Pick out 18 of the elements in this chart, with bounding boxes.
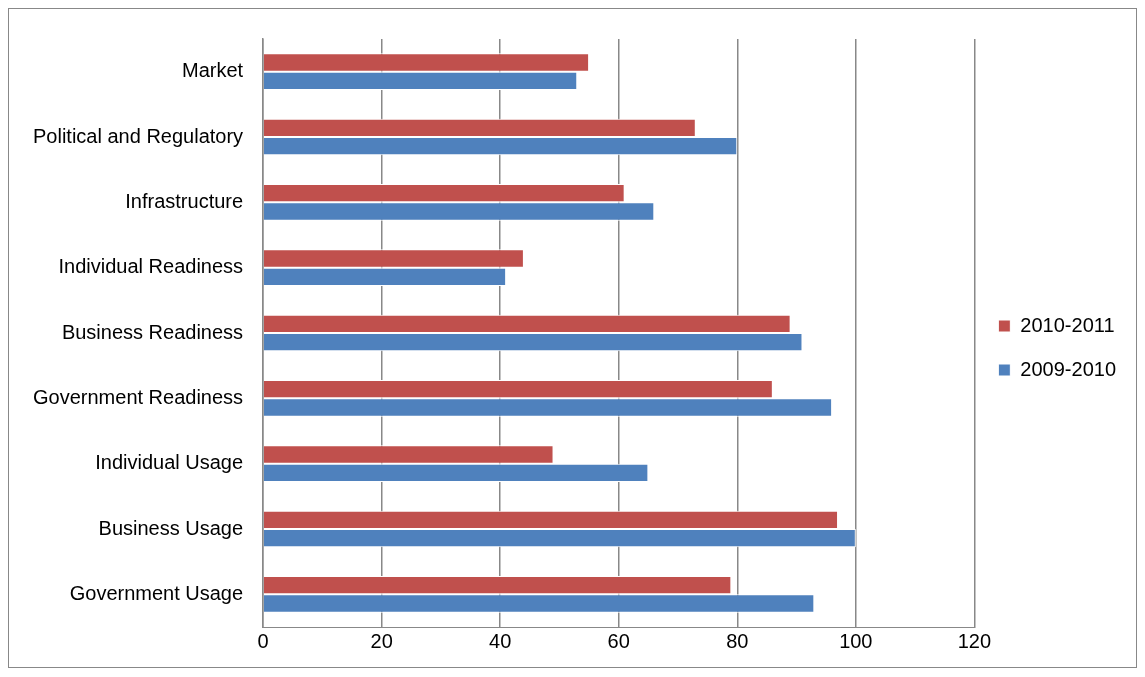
x-tick-label: 80 — [726, 629, 749, 652]
x-tick-label: 40 — [489, 629, 512, 652]
legend-label: 2009-2010 — [1020, 357, 1117, 380]
x-tick-label: 20 — [370, 629, 393, 652]
legend-label: 2010-2011 — [1020, 313, 1115, 336]
y-tick-label: Business Usage — [98, 516, 244, 539]
y-tick-label: Government Readiness — [33, 385, 244, 408]
y-tick-label: Market — [181, 59, 244, 82]
y-tick-label: Political and Regulatory — [32, 124, 244, 147]
y-tick-label: Individual Usage — [95, 451, 244, 474]
x-tick-label: 0 — [257, 629, 269, 652]
x-tick-label: 120 — [957, 629, 992, 652]
y-tick-label: Government Usage — [69, 581, 244, 604]
y-tick-label: Individual Readiness — [58, 255, 244, 278]
y-tick-label: Infrastructure — [125, 189, 244, 212]
y-tick-label: Business Readiness — [61, 320, 244, 343]
x-tick-label: 60 — [607, 629, 630, 652]
x-tick-label: 100 — [839, 629, 873, 652]
